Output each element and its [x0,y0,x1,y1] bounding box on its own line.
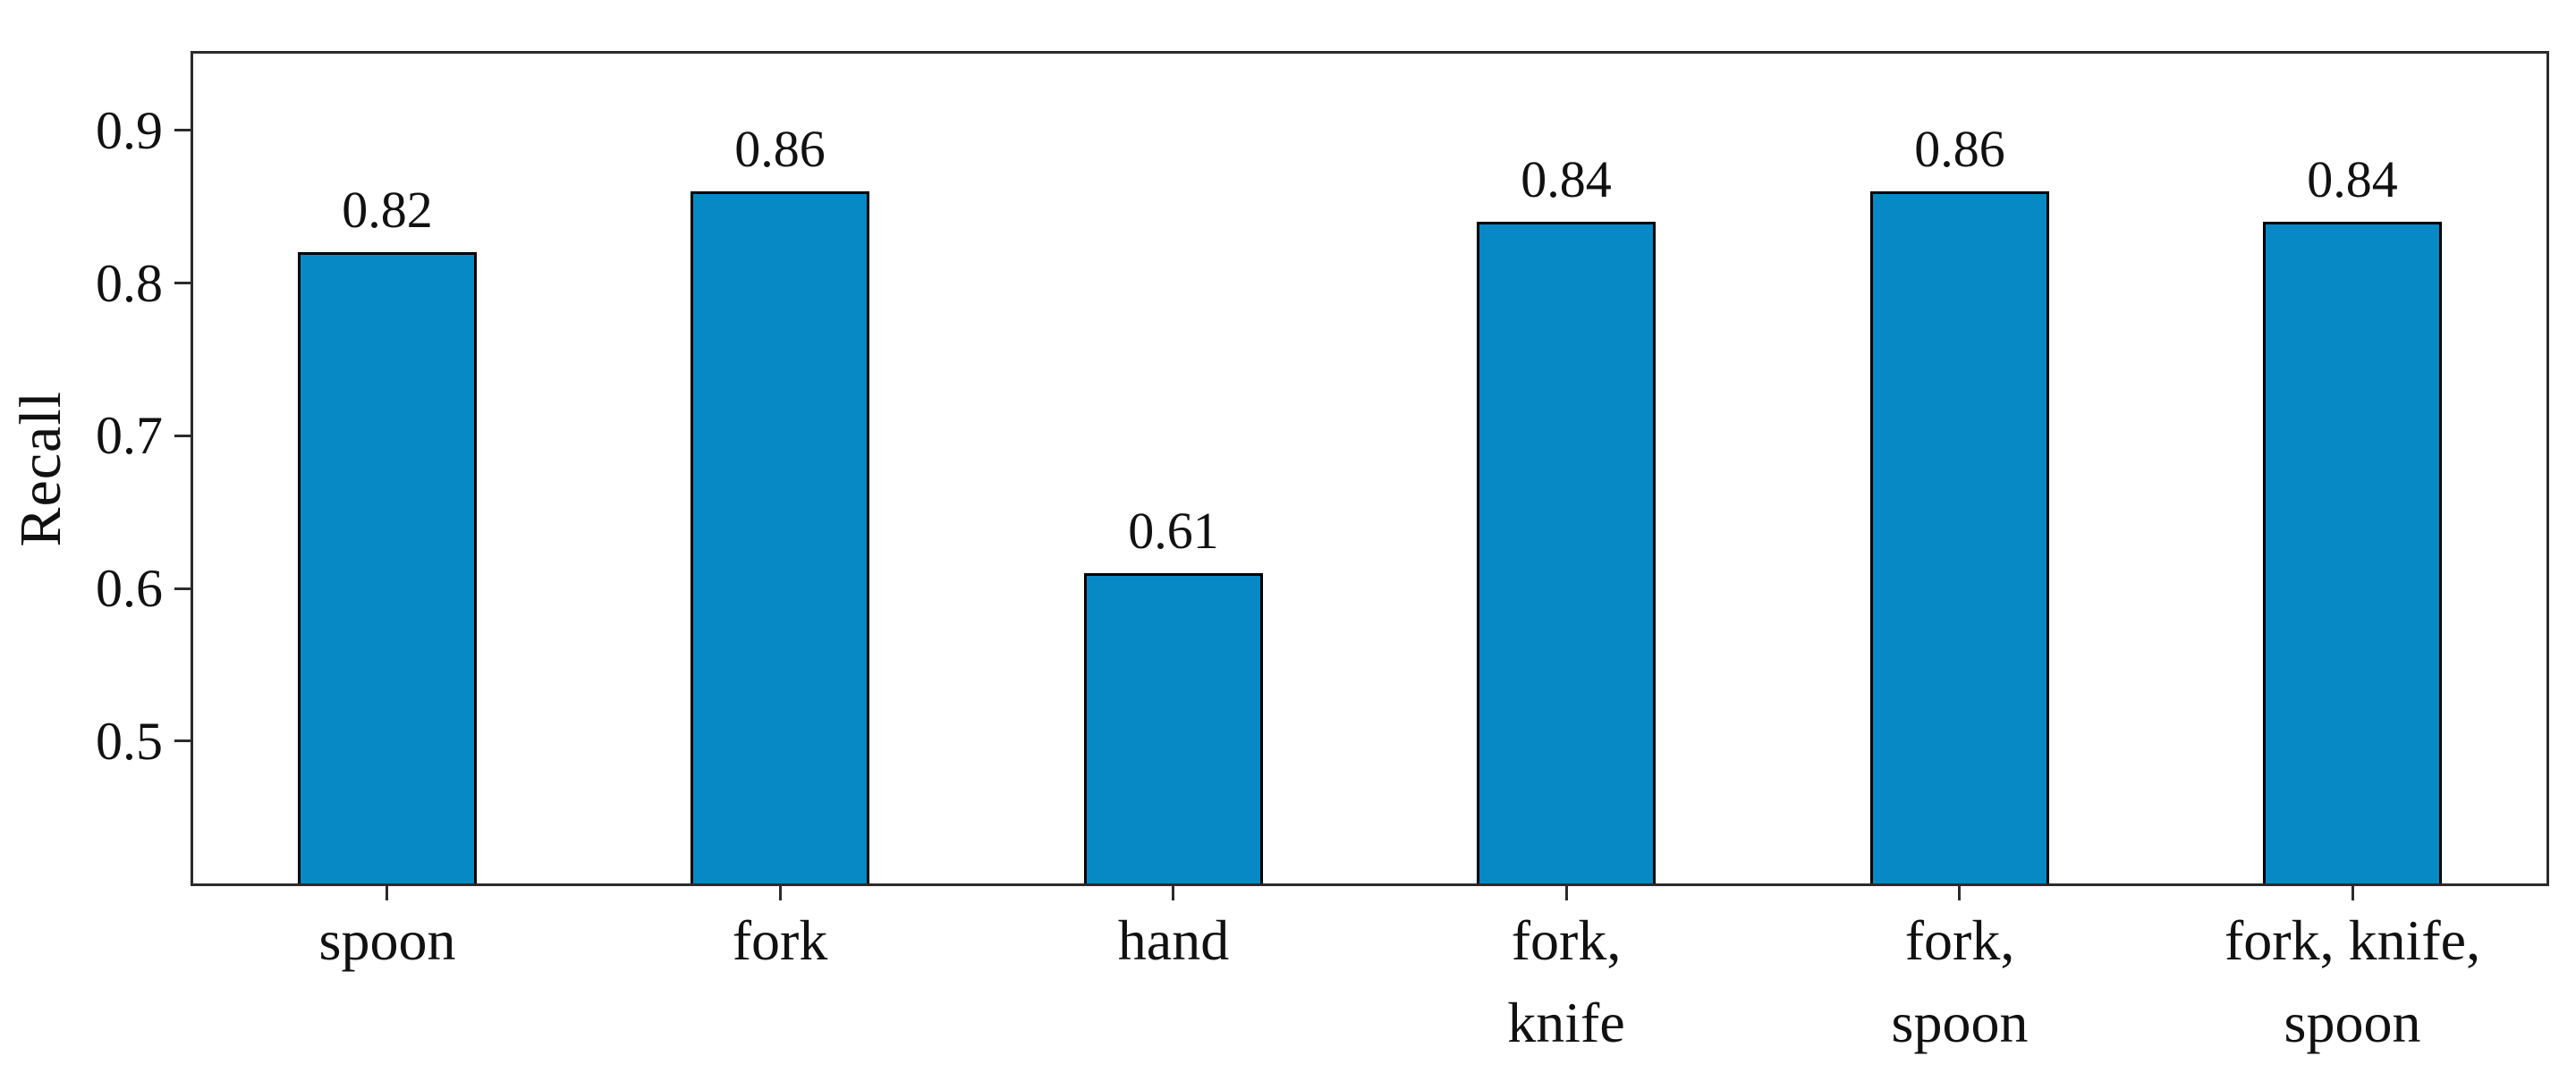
bar-fork-spoon [1870,191,2049,883]
x-tick-mark [779,886,782,900]
y-tick-label: 0.9 [96,101,163,160]
y-tick-mark [174,129,191,131]
y-tick-mark [174,435,191,437]
x-tick-mark [1958,886,1961,900]
bar-hand [1084,573,1263,883]
y-tick-label: 0.7 [96,406,163,465]
bar-fork [691,191,869,883]
bar-value-label-fork-spoon: 0.86 [1914,120,2005,178]
y-tick-label: 0.6 [96,559,163,618]
x-tick-mark [386,886,388,900]
x-tick-mark [1565,886,1568,900]
x-tick-mark [2351,886,2354,900]
x-tick-label-fork-spoon: fork, spoon [1891,908,2029,1054]
bar-value-label-spoon: 0.82 [342,181,433,239]
x-tick-label-spoon: spoon [318,908,456,972]
bar-value-label-fork-knife-spoon: 0.84 [2307,150,2398,208]
x-tick-label-hand: hand [1117,908,1230,972]
y-tick-mark [174,282,191,284]
plot-area [191,51,2549,886]
bar-spoon [298,252,477,883]
bar-fork-knife-spoon [2263,222,2442,883]
y-tick-mark [174,587,191,590]
x-tick-label-fork-knife: fork, knife [1507,908,1625,1054]
x-tick-mark [1172,886,1174,900]
y-tick-mark [174,739,191,742]
bar-value-label-fork: 0.86 [734,120,826,178]
y-tick-label: 0.8 [96,254,163,313]
y-tick-label: 0.5 [96,712,163,771]
bar-fork-knife [1477,222,1656,883]
bar-value-label-fork-knife: 0.84 [1521,150,1612,208]
x-tick-label-fork-knife-spoon: fork, knife, spoon [2224,908,2481,1054]
bar-value-label-hand: 0.61 [1128,502,1219,560]
x-tick-label-fork: fork [732,908,828,972]
